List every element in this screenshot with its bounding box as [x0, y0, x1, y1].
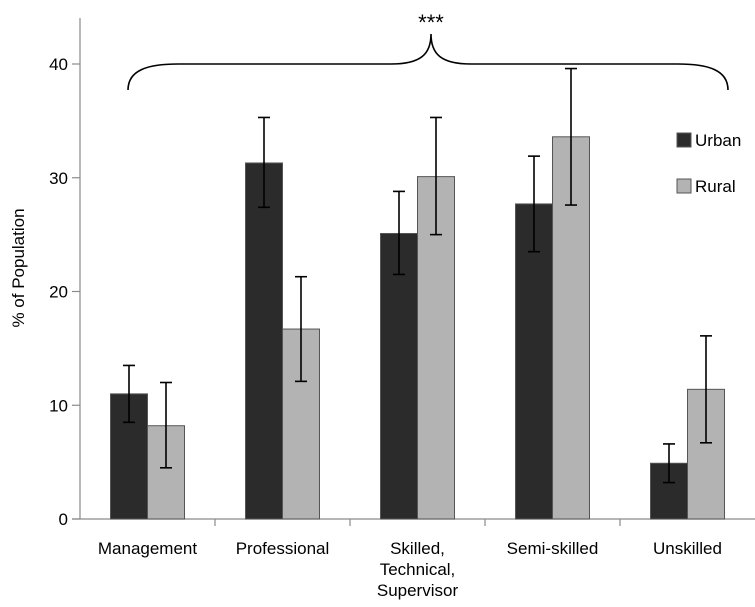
x-category-label: Semi-skilled [507, 539, 599, 558]
y-axis-title: % of Population [9, 208, 28, 327]
bar-urban-1 [245, 162, 283, 520]
x-category-label: Supervisor [377, 581, 459, 600]
y-tick-label: 10 [49, 396, 68, 415]
legend-swatch-rural [676, 178, 692, 194]
x-category-label: Unskilled [653, 539, 722, 558]
significance-label: *** [418, 10, 444, 35]
x-category-label: Management [98, 539, 198, 558]
bar-urban-3 [515, 203, 553, 520]
significance-brace [127, 33, 729, 91]
y-tick-label: 0 [59, 510, 68, 529]
legend-label-urban: Urban [695, 131, 741, 150]
x-category-label: Skilled, [390, 539, 445, 558]
x-category-label: Technical, [380, 560, 456, 579]
y-tick-label: 40 [49, 55, 68, 74]
bar-urban-2 [380, 232, 418, 520]
legend-swatch-urban [676, 132, 692, 148]
x-category-label: Professional [236, 539, 330, 558]
plot-area: 0 10 20 30 40 Management Professional Skilled, T… [49, 10, 755, 600]
y-tick-label: 30 [49, 169, 68, 188]
legend-label-rural: Rural [695, 177, 736, 196]
y-tick-label: 20 [49, 283, 68, 302]
